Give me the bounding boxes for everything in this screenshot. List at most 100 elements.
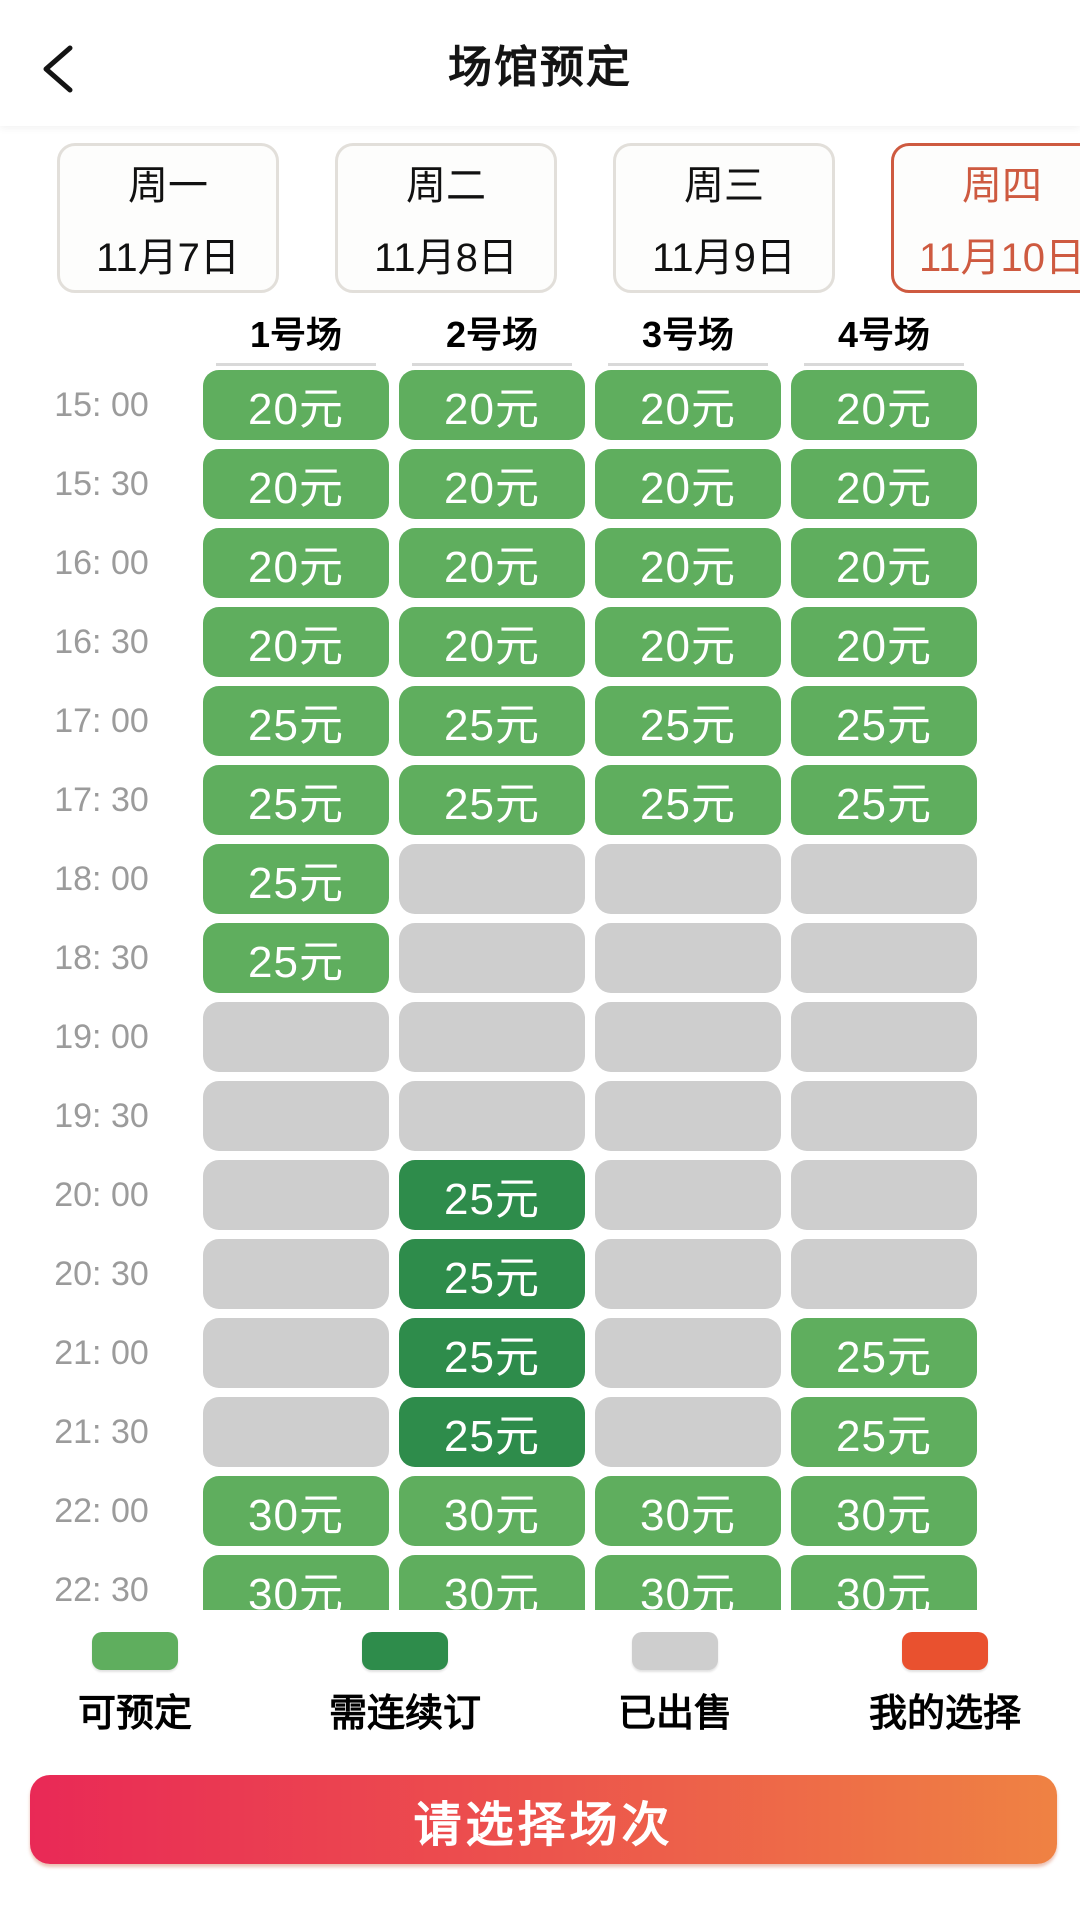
date-tab[interactable]: 周四 11月10日 [891, 143, 1080, 293]
slot-cell [399, 923, 585, 993]
slot-cell[interactable]: 25元 [791, 686, 977, 756]
slot-cell[interactable]: 25元 [203, 686, 389, 756]
legend-label: 我的选择 [868, 1693, 1021, 1735]
confirm-button-label: 请选择场次 [413, 1798, 674, 1852]
time-label: 19: 30 [54, 1096, 149, 1135]
slot-cell[interactable]: 30元 [595, 1555, 781, 1610]
slot-cell[interactable]: 20元 [791, 449, 977, 519]
slot-cell[interactable]: 25元 [203, 844, 389, 914]
slot-cell[interactable]: 25元 [399, 686, 585, 756]
time-label: 15: 30 [54, 464, 149, 503]
legend-item: 可预定 [0, 1632, 270, 1737]
slot-cell[interactable]: 30元 [399, 1555, 585, 1610]
schedule-row: 19: 30 [0, 1081, 1080, 1151]
time-label: 19: 00 [54, 1017, 149, 1056]
slot-cell[interactable]: 25元 [791, 1397, 977, 1467]
slot-cell[interactable]: 25元 [203, 765, 389, 835]
slot-cell [791, 1160, 977, 1230]
schedule-row: 20: 30 25元 [0, 1239, 1080, 1309]
schedule-row: 19: 00 [0, 1002, 1080, 1072]
time-label: 16: 30 [54, 622, 149, 661]
schedule-row: 18: 30 25元 [0, 923, 1080, 993]
confirm-button[interactable]: 请选择场次 [30, 1775, 1057, 1864]
court-header: 1号场 [203, 313, 389, 366]
court-header-label: 2号场 [412, 313, 572, 366]
slot-cell[interactable]: 25元 [595, 686, 781, 756]
schedule-row: 22: 30 30元 30元 30元 30元 [0, 1555, 1080, 1610]
slot-cell[interactable]: 20元 [791, 607, 977, 677]
legend-item: 我的选择 [810, 1632, 1080, 1737]
schedule: 1号场 2号场 3号场 4号场 15: 00 20元 20元 20元 20元 15: … [0, 313, 1080, 1610]
slot-cell[interactable]: 20元 [595, 370, 781, 440]
schedule-row: 18: 00 25元 [0, 844, 1080, 914]
tab-weekday: 周一 [128, 164, 208, 208]
page-title: 场馆预定 [448, 43, 632, 92]
slot-cell[interactable]: 25元 [595, 765, 781, 835]
slot-cell[interactable]: 30元 [791, 1476, 977, 1546]
legend-label: 已出售 [617, 1693, 732, 1735]
date-tab[interactable]: 周三 11月9日 [613, 143, 835, 293]
slot-cell[interactable]: 30元 [595, 1476, 781, 1546]
slot-cell[interactable]: 20元 [399, 528, 585, 598]
time-label: 22: 00 [54, 1491, 149, 1530]
slot-cell [399, 844, 585, 914]
slot-cell[interactable]: 20元 [399, 449, 585, 519]
slot-cell[interactable]: 30元 [399, 1476, 585, 1546]
slot-cell [203, 1160, 389, 1230]
date-tab[interactable]: 周二 11月8日 [335, 143, 557, 293]
slot-cell [595, 844, 781, 914]
schedule-row: 15: 00 20元 20元 20元 20元 [0, 370, 1080, 440]
slot-cell[interactable]: 20元 [399, 607, 585, 677]
slot-cell[interactable]: 30元 [791, 1555, 977, 1610]
tab-date: 11月7日 [96, 236, 240, 280]
slot-cell[interactable]: 25元 [399, 765, 585, 835]
slot-cell [203, 1397, 389, 1467]
slot-cell[interactable]: 20元 [595, 607, 781, 677]
slot-cell[interactable]: 25元 [791, 1318, 977, 1388]
slot-cell [595, 1397, 781, 1467]
time-label: 16: 00 [54, 543, 149, 582]
slot-cell[interactable]: 20元 [791, 370, 977, 440]
time-label: 21: 00 [54, 1333, 149, 1372]
tab-weekday: 周四 [962, 164, 1042, 208]
slot-cell[interactable]: 25元 [399, 1239, 585, 1309]
court-header: 2号场 [399, 313, 585, 366]
slot-cell[interactable]: 20元 [203, 449, 389, 519]
legend: 可预定 需连续订 已出售 我的选择 [0, 1632, 1080, 1737]
legend-item: 需连续订 [270, 1632, 540, 1737]
back-button[interactable] [40, 34, 100, 104]
schedule-row: 15: 30 20元 20元 20元 20元 [0, 449, 1080, 519]
time-label: 21: 30 [54, 1412, 149, 1451]
schedule-row: 21: 00 25元 25元 [0, 1318, 1080, 1388]
slot-cell [203, 1081, 389, 1151]
schedule-row: 16: 00 20元 20元 20元 20元 [0, 528, 1080, 598]
date-tabs: 周一 11月7日 周二 11月8日 周三 11月9日 周四 11月10日 [0, 143, 1080, 293]
slot-cell[interactable]: 25元 [399, 1318, 585, 1388]
slot-cell [399, 1002, 585, 1072]
slot-cell[interactable]: 25元 [791, 765, 977, 835]
slot-cell[interactable]: 30元 [203, 1476, 389, 1546]
court-header-label: 4号场 [804, 313, 964, 366]
slot-cell[interactable]: 20元 [595, 528, 781, 598]
schedule-row: 17: 00 25元 25元 25元 25元 [0, 686, 1080, 756]
time-label: 20: 30 [54, 1254, 149, 1293]
legend-swatch [362, 1632, 448, 1670]
slot-cell[interactable]: 25元 [399, 1160, 585, 1230]
slot-cell[interactable]: 30元 [203, 1555, 389, 1610]
slot-cell[interactable]: 20元 [203, 370, 389, 440]
slot-cell[interactable]: 20元 [595, 449, 781, 519]
legend-swatch [902, 1632, 988, 1670]
slot-cell[interactable]: 25元 [203, 923, 389, 993]
tab-weekday: 周三 [684, 164, 764, 208]
slot-cell[interactable]: 25元 [399, 1397, 585, 1467]
slot-cell[interactable]: 20元 [203, 607, 389, 677]
legend-item: 已出售 [540, 1632, 810, 1737]
slot-cell[interactable]: 20元 [399, 370, 585, 440]
slot-cell [595, 1318, 781, 1388]
date-tab[interactable]: 周一 11月7日 [57, 143, 279, 293]
tab-date: 11月8日 [374, 236, 518, 280]
time-label: 20: 00 [54, 1175, 149, 1214]
schedule-row: 21: 30 25元 25元 [0, 1397, 1080, 1467]
slot-cell[interactable]: 20元 [791, 528, 977, 598]
slot-cell[interactable]: 20元 [203, 528, 389, 598]
